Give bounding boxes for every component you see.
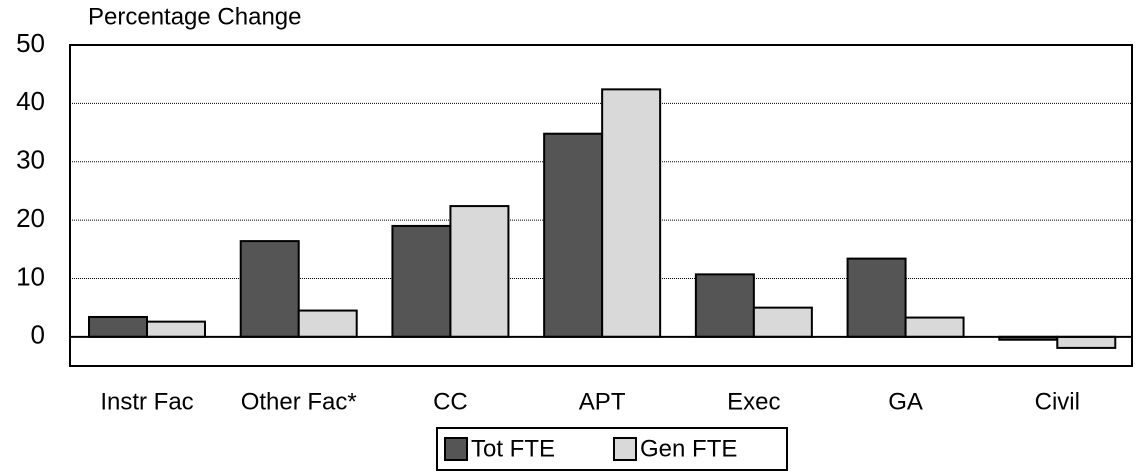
x-tick-label: CC [433,388,468,415]
bar [904,316,965,338]
legend: Tot FTE Gen FTE [436,427,788,471]
bar [88,315,148,338]
bar [239,240,300,338]
x-tick-label: GA [888,388,923,415]
y-tick-label: 30 [16,145,45,175]
legend-label: Tot FTE [471,435,555,462]
y-tick-label: 20 [16,203,45,233]
y-tick-label: 40 [16,86,45,116]
bar [297,309,358,338]
legend-label: Gen FTE [640,435,737,462]
bar [694,273,755,338]
y-tick-label: 50 [16,28,45,58]
legend-frame [436,427,788,471]
bar [752,306,813,338]
y-tick-label: 0 [31,320,45,350]
bar [543,132,604,338]
legend-swatch [444,437,468,461]
x-tick-label: Other Fac* [241,388,357,415]
bar [846,257,907,338]
x-tick-label: Exec [727,388,780,415]
chart-title: Percentage Change [88,3,302,30]
x-tick-label: Instr Fac [100,388,193,415]
bar [391,224,452,338]
legend-swatch [613,437,637,461]
x-tick-label: APT [579,388,626,415]
x-tick-label: Civil [1035,388,1080,415]
plot-frame [69,44,1133,367]
bar [449,205,510,338]
y-tick-label: 10 [16,261,45,291]
bar [1056,335,1117,349]
bar [146,320,206,338]
bar [601,88,662,338]
